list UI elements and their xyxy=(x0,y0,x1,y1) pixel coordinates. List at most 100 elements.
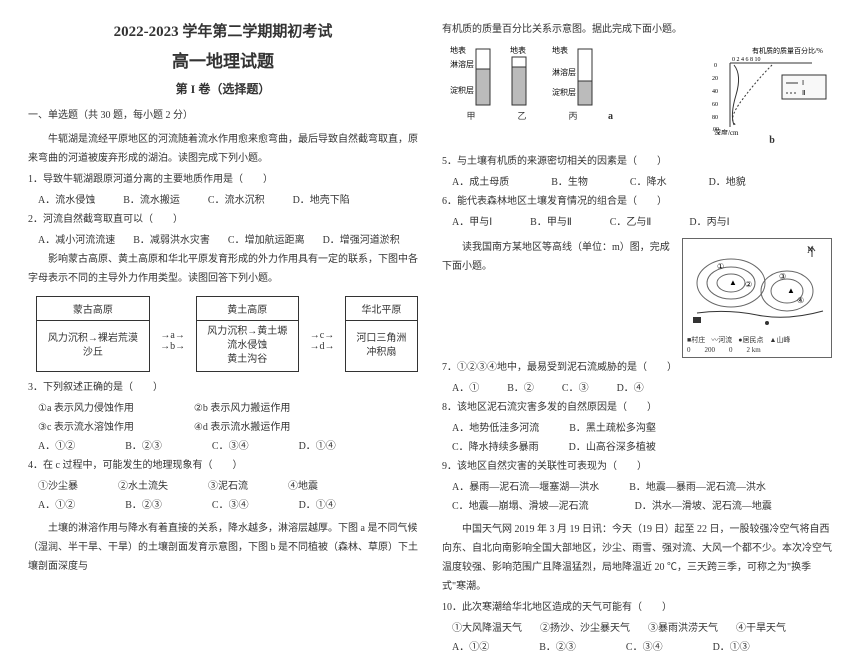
q4-opt-c: C．③④ xyxy=(212,496,249,515)
section-instructions: 一、单选题（共 30 题，每小题 2 分） xyxy=(28,107,418,124)
tbl-r2c2b: 流水侵蚀 xyxy=(227,340,267,351)
left-column: 2022-2023 学年第二学期期初考试 高一地理试题 第 I 卷（选择题） 一… xyxy=(28,20,418,588)
svg-text:80: 80 xyxy=(712,115,718,121)
soil-figure-row: 地表 淋溶层 淀积层 甲 地表 乙 地表 淋溶层淀积层 丙 xyxy=(450,45,832,146)
question-9-options-2: C．地震—崩塌、滑坡—泥石流 D．洪水—滑坡、泥石流—地震 xyxy=(442,497,832,516)
question-3-subs2: ③c 表示流水溶蚀作用 ④d 表示流水搬运作用 xyxy=(28,418,418,437)
question-9-stem: 9．该地区自然灾害的关联性可表现为（ ） xyxy=(442,457,832,476)
svg-text:N: N xyxy=(807,245,814,255)
passage-3-continued: 有机质的质量百分比关系示意图。据此完成下面小题。 xyxy=(442,20,832,39)
question-1-stem: 1．导致牛轭湖跟原河道分离的主要地质作用是（ ） xyxy=(28,170,418,189)
q3-opt-d: D．①④ xyxy=(299,437,336,456)
q1-opt-b: B．流水搬运 xyxy=(123,191,180,210)
q10-opt-a: A．①② xyxy=(452,638,489,657)
soil-label-bing: 丙 xyxy=(568,109,577,122)
tbl-r2c1b: 沙丘 xyxy=(83,347,103,358)
question-2-options: A．减小河流流速 B．减弱洪水灾害 C．增加航运距离 D．增强河道淤积 xyxy=(28,231,418,250)
question-4-stem: 4．在 c 过程中，可能发生的地理现象有（ ） xyxy=(28,456,418,475)
q9-opt-d: D．洪水—滑坡、泥石流—地震 xyxy=(635,497,772,516)
tbl-r2c2a: 黄土塬 xyxy=(257,326,287,337)
question-1-options: A．流水侵蚀 B．流水搬运 C．流水沉积 D．地壳下陷 xyxy=(28,191,418,210)
arrow-a: a xyxy=(170,330,174,341)
q8-opt-a: A．地势低洼多河流 xyxy=(452,419,539,438)
q4-sub3: ③泥石流 xyxy=(208,477,248,496)
question-7-options: A．① B．② C．③ D．④ xyxy=(442,379,832,398)
question-8-options-1: A．地势低洼多河流 B．黑土疏松多沟壑 xyxy=(442,419,832,438)
legend-4: 山峰 xyxy=(776,336,790,344)
q7-opt-c: C．③ xyxy=(562,379,589,398)
svg-text:0: 0 xyxy=(714,63,717,69)
svg-text:淀积层: 淀积层 xyxy=(552,87,576,97)
svg-text:①: ① xyxy=(717,262,724,271)
soil-bing: 地表 淋溶层淀积层 丙 xyxy=(552,45,594,122)
q1-opt-a: A．流水侵蚀 xyxy=(38,191,95,210)
organic-chart: 有机质的质量百分比/% 0 2 4 6 8 10 02040 6080100 Ⅰ… xyxy=(712,45,832,146)
svg-text:60: 60 xyxy=(712,102,718,108)
q6-opt-c: C．乙与Ⅱ xyxy=(610,213,652,232)
tbl-r3c2: 黄土沟谷 xyxy=(227,354,267,365)
q3-opt-b: B．②③ xyxy=(125,437,162,456)
q5-opt-d: D．地貌 xyxy=(709,173,746,192)
legend-2: 河流 xyxy=(718,336,732,344)
q10-opt-b: B．②③ xyxy=(539,638,576,657)
q8-opt-d: D．山高谷深多植被 xyxy=(569,438,656,457)
q5-opt-b: B．生物 xyxy=(551,173,588,192)
q3-opt-c: C．③④ xyxy=(212,437,249,456)
q7-opt-d: D．④ xyxy=(617,379,644,398)
svg-text:Ⅱ: Ⅱ xyxy=(802,89,805,97)
q10-sub2: ②扬沙、沙尘暴天气 xyxy=(540,619,630,638)
soil-yi: 地表 乙 xyxy=(506,45,538,122)
question-4-subs: ①沙尘暴 ②水土流失 ③泥石流 ④地震 xyxy=(28,477,418,496)
passage-1: 牛轭湖是流经平原地区的河流随着流水作用愈来愈弯曲，最后导致自然截弯取直，原来弯曲… xyxy=(28,130,418,168)
svg-text:地表: 地表 xyxy=(510,45,526,55)
tbl-r1c2: 风力沉积 xyxy=(207,326,247,337)
svg-text:有机质的质量百分比/%: 有机质的质量百分比/% xyxy=(752,46,823,55)
question-10-options: A．①② B．②③ C．③④ D．①③ xyxy=(442,638,832,657)
q9-opt-b: B．地震—暴雨—泥石流—洪水 xyxy=(629,478,766,497)
question-5-stem: 5．与土壤有机质的来源密切相关的因素是（ ） xyxy=(442,152,832,171)
question-8-stem: 8．该地区泥石流灾害多发的自然原因是（ ） xyxy=(442,398,832,417)
q5-opt-a: A．成土母质 xyxy=(452,173,509,192)
svg-text:Ⅰ: Ⅰ xyxy=(802,79,804,87)
svg-text:▲: ▲ xyxy=(787,286,795,295)
q2-opt-c: C．增加航运距离 xyxy=(228,231,305,250)
svg-text:淋溶层: 淋溶层 xyxy=(450,59,474,69)
q1-opt-c: C．流水沉积 xyxy=(208,191,265,210)
fig-b-label: b xyxy=(712,135,832,146)
q10-sub4: ④干旱天气 xyxy=(736,619,786,638)
tbl-r1c3: 河口三角洲 xyxy=(356,333,406,344)
map-scale: 0 200 0 2 km xyxy=(687,345,827,355)
soil-jia: 地表 淋溶层 淀积层 甲 xyxy=(450,45,492,122)
q3-opt-a: A．①② xyxy=(38,437,75,456)
tbl-r2c1a: 裸岩荒漠 xyxy=(98,333,138,344)
svg-text:深度/cm: 深度/cm xyxy=(714,128,739,135)
legend-3: 居民点 xyxy=(742,336,763,344)
soil-label-yi: 乙 xyxy=(517,109,526,122)
passage-3: 土壤的淋溶作用与降水有着直接的关系，降水越多，淋溶层越厚。下图 a 是不同气候（… xyxy=(28,519,418,576)
svg-text:淋溶层: 淋溶层 xyxy=(552,67,576,77)
q9-opt-a: A．暴雨—泥石流—堰塞湖—洪水 xyxy=(452,478,599,497)
question-10-subs: ①大风降温天气 ②扬沙、沙尘暴天气 ③暴雨洪涝天气 ④干旱天气 xyxy=(442,619,832,638)
question-6-options: A．甲与Ⅰ B．甲与Ⅱ C．乙与Ⅱ D．丙与Ⅰ xyxy=(442,213,832,232)
svg-text:地表: 地表 xyxy=(552,45,568,55)
q4-opt-a: A．①② xyxy=(38,496,75,515)
q2-opt-b: B．减弱洪水灾害 xyxy=(133,231,210,250)
question-8-options-2: C．降水持续多暴雨 D．山高谷深多植被 xyxy=(442,438,832,457)
q5-opt-c: C．降水 xyxy=(630,173,667,192)
q7-opt-b: B．② xyxy=(507,379,534,398)
legend-1: 村庄 xyxy=(691,336,705,344)
tbl-h1: 蒙古高原 xyxy=(37,297,150,321)
question-6-stem: 6．能代表森林地区土壤发育情况的组合是（ ） xyxy=(442,192,832,211)
soil-label-jia: 甲 xyxy=(466,109,475,122)
right-column: 有机质的质量百分比关系示意图。据此完成下面小题。 地表 淋溶层 淀积层 甲 地表… xyxy=(442,20,832,588)
q4-sub4: ④地震 xyxy=(288,477,318,496)
q7-opt-a: A．① xyxy=(452,379,479,398)
question-3-options: A．①② B．②③ C．③④ D．①④ xyxy=(28,437,418,456)
process-diagram-table: 蒙古高原 黄土高原 华北平原 风力沉积→裸岩荒漠 沙丘 →a→→b→ 风力沉积→… xyxy=(36,296,418,372)
soil-diagrams: 地表 淋溶层 淀积层 甲 地表 乙 地表 淋溶层淀积层 丙 xyxy=(450,45,702,122)
exam-subject-title: 高一地理试题 xyxy=(28,47,418,72)
tbl-h2: 黄土高原 xyxy=(196,297,299,321)
question-4-options: A．①② B．②③ C．③④ D．①④ xyxy=(28,496,418,515)
question-3-stem: 3．下列叙述正确的是（ ） xyxy=(28,378,418,397)
arrow-c: c xyxy=(320,330,324,341)
